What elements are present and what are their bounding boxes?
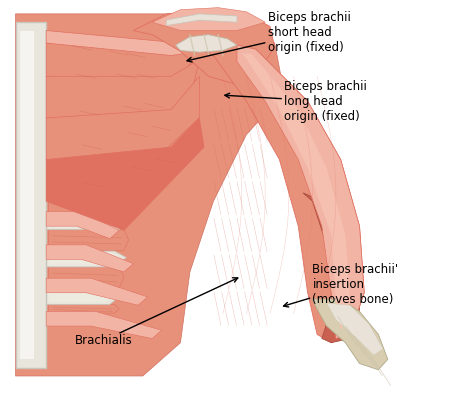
Polygon shape — [48, 252, 120, 265]
Polygon shape — [327, 303, 383, 355]
Polygon shape — [46, 311, 162, 339]
Text: Biceps brachii
long head
origin (fixed): Biceps brachii long head origin (fixed) — [225, 80, 367, 123]
Polygon shape — [237, 45, 364, 339]
Polygon shape — [312, 299, 388, 370]
Text: Biceps brachii
short head
origin (fixed): Biceps brachii short head origin (fixed) — [187, 11, 350, 62]
Polygon shape — [46, 176, 136, 192]
Polygon shape — [46, 118, 204, 230]
Polygon shape — [176, 35, 237, 52]
Polygon shape — [48, 215, 125, 228]
Polygon shape — [48, 135, 134, 148]
Polygon shape — [303, 193, 359, 343]
Polygon shape — [48, 75, 147, 96]
Polygon shape — [46, 214, 131, 230]
Text: Biceps brachii'
insertion
(moves bone): Biceps brachii' insertion (moves bone) — [283, 263, 399, 307]
Polygon shape — [48, 177, 129, 190]
Polygon shape — [16, 22, 46, 367]
Polygon shape — [48, 113, 143, 134]
Polygon shape — [46, 31, 199, 59]
Polygon shape — [48, 290, 116, 303]
Polygon shape — [48, 304, 119, 313]
Polygon shape — [46, 278, 147, 305]
Polygon shape — [46, 251, 126, 267]
Polygon shape — [46, 59, 199, 143]
Polygon shape — [242, 53, 350, 330]
Polygon shape — [46, 97, 145, 113]
Polygon shape — [16, 14, 284, 376]
Polygon shape — [46, 43, 199, 93]
Polygon shape — [152, 8, 265, 31]
Polygon shape — [48, 98, 139, 111]
Polygon shape — [204, 45, 364, 343]
Polygon shape — [166, 14, 237, 26]
Polygon shape — [133, 10, 275, 85]
Polygon shape — [48, 267, 124, 288]
Polygon shape — [48, 192, 133, 213]
Polygon shape — [48, 230, 128, 250]
Text: Brachialis: Brachialis — [74, 278, 238, 347]
Polygon shape — [46, 76, 199, 189]
Polygon shape — [46, 245, 133, 272]
Polygon shape — [48, 60, 144, 73]
Polygon shape — [48, 150, 138, 176]
Polygon shape — [20, 31, 35, 360]
Polygon shape — [46, 289, 121, 304]
Polygon shape — [46, 212, 119, 239]
Polygon shape — [46, 134, 140, 150]
Polygon shape — [46, 59, 150, 75]
